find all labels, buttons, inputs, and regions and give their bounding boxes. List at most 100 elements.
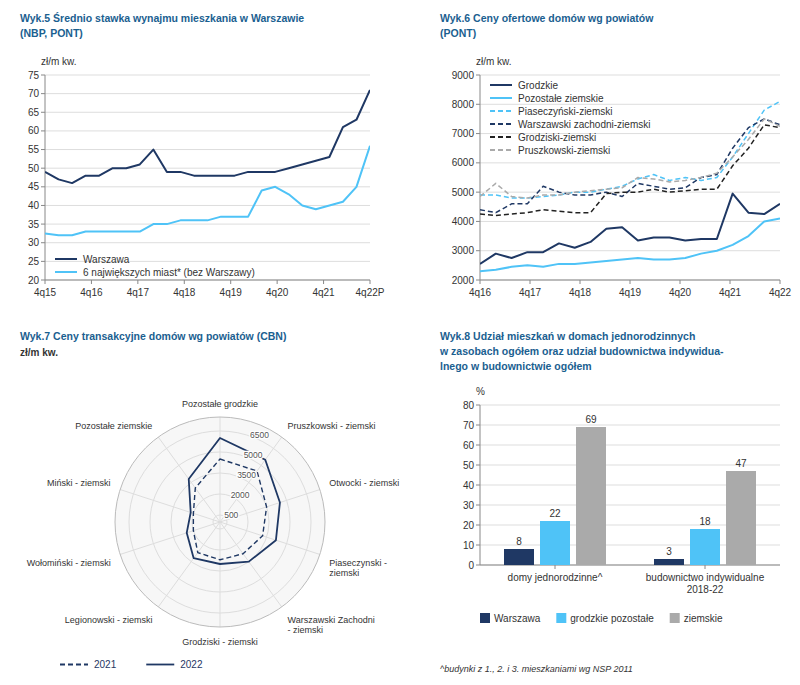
annotation: ^budynki z 1., 2. i 3. mieszkaniami wg N… [440, 664, 633, 674]
x-axis-line [480, 280, 780, 281]
text-line: - ziemski [288, 625, 324, 635]
x-tick [45, 280, 46, 284]
grid-line [480, 425, 780, 426]
legend-label: Pruszkowski-ziemski [518, 145, 610, 156]
category-label: Pozostałe ziemskie [75, 421, 152, 431]
legend-label: ziemskie [684, 613, 723, 624]
y-tick-label: 10 [463, 540, 475, 551]
y-tick [476, 405, 480, 406]
y-tick [476, 565, 480, 566]
legend-swatch [490, 123, 512, 125]
legend-swatch [480, 613, 490, 623]
text-line: budownictwo indywidualne [646, 572, 765, 583]
y-tick-label: 35 [28, 219, 40, 230]
series-line [480, 101, 780, 198]
radial-tick-label: 500 [224, 510, 238, 520]
y-tick-label: 25 [28, 256, 40, 267]
y-tick-label: 80 [463, 400, 475, 411]
y-tick-label: 30 [463, 500, 475, 511]
y-tick [41, 224, 45, 225]
legend-label: Grodzkie [518, 80, 558, 91]
grid-line [45, 149, 370, 150]
grid-line [45, 130, 370, 131]
series-line [480, 119, 780, 198]
chart-title: Wyk.8 Udział mieszkań w domach jednorodz… [440, 330, 695, 342]
y-tick [476, 505, 480, 506]
x-tick [680, 280, 681, 284]
x-tick-label: 4q22P [356, 287, 385, 298]
x-tick-label: 4q20 [669, 287, 692, 298]
radar-background [115, 417, 325, 627]
y-tick [41, 242, 45, 243]
y-tick-label: 3000 [452, 245, 475, 256]
data-labels: 8226931847 [516, 414, 747, 557]
radar-line [193, 459, 266, 560]
y-tick-label: 7000 [452, 128, 475, 139]
x-tick-label: 4q19 [220, 287, 243, 298]
grid-line [45, 280, 370, 281]
y-tick [41, 149, 45, 150]
y-tick [41, 75, 45, 76]
y-axis-line [480, 405, 481, 565]
y-tick-label: 50 [28, 163, 40, 174]
spoke [120, 522, 220, 554]
y-tick-label: 70 [28, 88, 40, 99]
y-tick [476, 545, 480, 546]
radar-line [187, 438, 280, 564]
spoke [220, 417, 221, 522]
data-label: 69 [585, 414, 597, 425]
y-tick [476, 162, 480, 163]
spoke [158, 522, 220, 607]
spoke [220, 490, 320, 522]
y-axis-label: zł/m kw. [41, 56, 77, 67]
spoke [220, 522, 320, 554]
chart-title: lnego w budownictwie ogółem [440, 360, 592, 372]
x-tick [630, 280, 631, 284]
chart-subtitle: (NBP, PONT) [20, 27, 83, 39]
series-group [45, 90, 370, 235]
legend-label: Warszawa [494, 613, 541, 624]
radial-tick-label: 2000 [231, 490, 250, 500]
legend-label: Pozostałe ziemskie [518, 93, 604, 104]
y-axis-line [45, 75, 46, 280]
y-tick-label: 30 [28, 237, 40, 248]
y-tick [41, 130, 45, 131]
radial-axis-label: zł/m kw. [20, 347, 58, 358]
x-tick-label: 4q16 [80, 287, 103, 298]
grid-line [45, 186, 370, 187]
y-tick-label: 0 [468, 560, 474, 571]
y-tick-label: 50 [463, 460, 475, 471]
legend-swatch [490, 136, 512, 138]
x-tick [730, 280, 731, 284]
y-tick [476, 75, 480, 76]
legend-swatch [490, 97, 512, 99]
line-chart: zł/m kw.20003000400050006000700080009000… [452, 56, 792, 298]
y-axis-line [480, 75, 481, 280]
grid-line [480, 162, 780, 163]
bar-chart: %010203040506070808226931847domy jednoro… [440, 386, 780, 674]
category-label: Warszawski Zachodni- ziemski [288, 615, 375, 635]
series-line [45, 90, 370, 183]
grid-line [45, 205, 370, 206]
chart-subtitle: (PONT) [440, 27, 476, 39]
data-label: 47 [735, 458, 747, 469]
category-label: Miński - ziemski [47, 478, 111, 488]
radar-frame [115, 417, 325, 627]
y-tick [476, 525, 480, 526]
text-line: 2018-22 [687, 584, 724, 595]
x-tick [780, 280, 781, 284]
category-label: Legionowski - ziemski [65, 615, 153, 625]
y-tick [41, 261, 45, 262]
y-tick-label: 40 [28, 200, 40, 211]
legend-label: Warszawski zachodni-ziemski [518, 119, 650, 130]
grid-line [480, 250, 780, 251]
y-tick-label: 8000 [452, 99, 475, 110]
bar [504, 549, 534, 565]
series-line [480, 119, 780, 213]
y-tick-label: 6000 [452, 157, 475, 168]
y-tick [41, 112, 45, 113]
y-tick [476, 133, 480, 134]
series-group [480, 101, 780, 271]
y-tick [476, 250, 480, 251]
y-tick [41, 205, 45, 206]
